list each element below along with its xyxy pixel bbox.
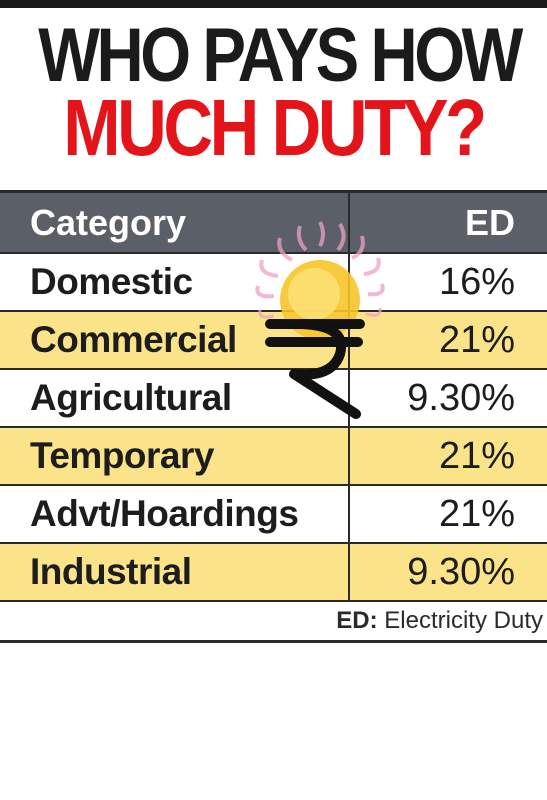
category-cell: Industrial	[0, 543, 350, 601]
table-header-row: Category ED	[0, 193, 547, 254]
duty-value-cell: 9.30%	[407, 550, 515, 593]
footnote: ED: Electricity Duty	[0, 602, 547, 640]
category-cell: Agricultural	[0, 369, 350, 427]
table-row: Domestic 16%	[0, 253, 547, 311]
duty-table: Category ED Domestic 16% Commercial 21% …	[0, 190, 547, 643]
column-header-ed: ED	[349, 193, 547, 254]
table-row: Advt/Hoardings 21%	[0, 485, 547, 543]
headline-line-2: MUCH DUTY?	[63, 83, 487, 172]
headline-line-1: WHO PAYS HOW	[38, 13, 523, 98]
duty-table-grid: Category ED Domestic 16% Commercial 21% …	[0, 193, 547, 602]
top-border-bar	[0, 0, 547, 8]
table-row: Agricultural 9.30%	[0, 369, 547, 427]
category-cell: Advt/Hoardings	[0, 485, 350, 543]
duty-value-cell: 21%	[438, 492, 515, 535]
table-row: Commercial 21%	[0, 311, 547, 369]
table-row: Temporary 21%	[0, 427, 547, 485]
footnote-key: ED:	[336, 607, 378, 634]
footnote-text: Electricity Duty	[384, 607, 543, 634]
headline: WHO PAYS HOW MUCH DUTY?	[0, 18, 547, 168]
table-row: Industrial 9.30%	[0, 543, 547, 601]
duty-value-cell: 9.30%	[407, 376, 515, 419]
category-cell: Temporary	[0, 427, 350, 485]
category-cell: Commercial	[0, 311, 350, 369]
duty-value-cell: 16%	[438, 260, 515, 303]
duty-value-cell: 21%	[438, 434, 515, 477]
column-header-category: Category	[0, 193, 350, 254]
duty-value-cell: 21%	[438, 318, 515, 361]
category-cell: Domestic	[0, 253, 350, 311]
